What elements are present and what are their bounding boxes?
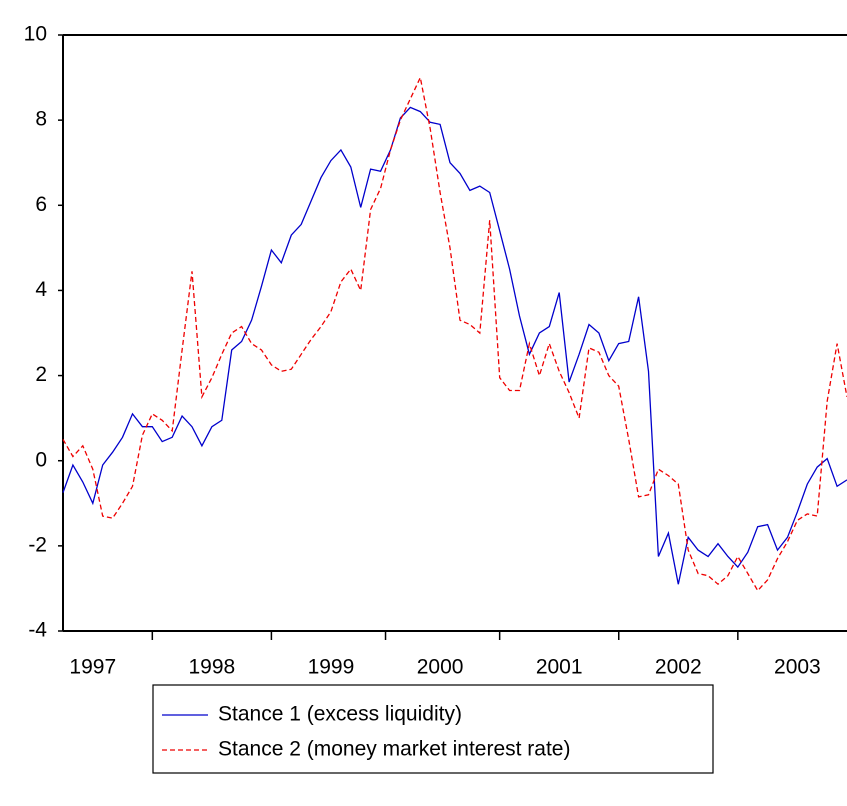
y-tick-label: 6 [35, 193, 47, 216]
legend-label: Stance 2 (money market interest rate) [218, 738, 570, 761]
y-tick-label: -4 [28, 619, 47, 642]
legend-label: Stance 1 (excess liquidity) [218, 703, 462, 726]
x-tick-label: 2001 [536, 656, 583, 679]
x-tick-label: 1999 [308, 656, 355, 679]
legend-box [152, 684, 714, 774]
y-tick-label: -2 [28, 533, 47, 556]
y-tick-label: 8 [35, 108, 47, 131]
legend: Stance 1 (excess liquidity) Stance 2 (mon… [152, 684, 714, 774]
x-tick-label: 1998 [189, 656, 236, 679]
y-tick-label: 2 [35, 363, 47, 386]
y-tick-label: 10 [24, 23, 47, 46]
x-tick-label: 2003 [774, 656, 821, 679]
series-line [62, 75, 847, 592]
series-line [62, 106, 847, 585]
y-tick-label: 0 [35, 448, 47, 471]
x-tick-label: 2000 [417, 656, 464, 679]
x-tick-label: 2002 [655, 656, 702, 679]
x-tick-label: 1997 [69, 656, 116, 679]
y-tick-label: 4 [35, 278, 47, 301]
